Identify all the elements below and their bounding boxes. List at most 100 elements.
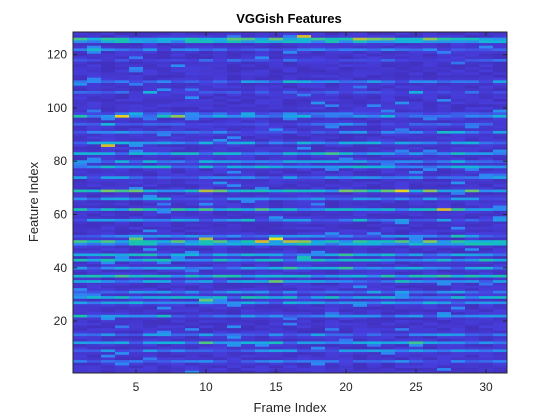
heatmap-cell	[437, 333, 452, 337]
heatmap-cell	[479, 194, 494, 198]
heatmap-cell	[171, 186, 186, 190]
heatmap-cell	[73, 32, 88, 36]
heatmap-cell	[479, 229, 494, 233]
heatmap-cell	[255, 159, 270, 163]
heatmap-cell	[143, 274, 158, 278]
heatmap-cell	[325, 125, 340, 129]
heatmap-cell	[311, 173, 326, 177]
heatmap-cell	[423, 231, 438, 235]
heatmap-cell	[199, 327, 214, 331]
heatmap-cell	[129, 117, 144, 121]
heatmap-cell	[129, 277, 144, 281]
heatmap-cell	[493, 301, 508, 305]
heatmap-cell	[367, 37, 382, 41]
heatmap-cell	[171, 231, 186, 235]
heatmap-cell	[283, 82, 298, 86]
heatmap-cell	[423, 247, 438, 251]
heatmap-cell	[451, 271, 466, 275]
heatmap-cell	[451, 370, 466, 374]
heatmap-cell	[129, 197, 144, 201]
heatmap-cell	[213, 45, 228, 49]
heatmap-cell	[171, 285, 186, 289]
heatmap-cell	[283, 103, 298, 107]
heatmap-cell	[171, 151, 186, 155]
heatmap-cell	[395, 282, 410, 286]
heatmap-cell	[101, 63, 116, 68]
heatmap-cell	[367, 42, 382, 46]
heatmap-cell	[269, 333, 284, 337]
heatmap-cell	[353, 53, 368, 57]
heatmap-cell	[255, 253, 270, 257]
heatmap-cell	[157, 39, 172, 44]
heatmap-cell	[339, 333, 354, 337]
heatmap-cell	[339, 119, 354, 123]
heatmap-cell	[199, 298, 214, 302]
heatmap-cell	[395, 205, 410, 209]
heatmap-cell	[115, 359, 130, 363]
heatmap-cell	[213, 117, 228, 121]
heatmap-cell	[479, 87, 494, 92]
heatmap-cell	[115, 82, 130, 86]
heatmap-cell	[227, 341, 242, 345]
heatmap-cell	[353, 261, 368, 265]
heatmap-cell	[157, 341, 172, 345]
heatmap-cell	[367, 82, 382, 86]
heatmap-cell	[255, 154, 270, 158]
heatmap-cell	[409, 170, 424, 174]
heatmap-cell	[465, 207, 480, 211]
heatmap-cell	[185, 87, 200, 92]
heatmap-cell	[325, 242, 340, 246]
heatmap-cell	[269, 301, 284, 305]
heatmap-cell	[465, 205, 480, 209]
heatmap-cell	[269, 138, 284, 142]
heatmap-cell	[479, 186, 494, 190]
heatmap-cell	[199, 247, 214, 251]
heatmap-cell	[157, 170, 172, 174]
heatmap-cell	[255, 42, 270, 46]
heatmap-cell	[157, 327, 172, 331]
heatmap-cell	[87, 170, 102, 174]
heatmap-cell	[101, 42, 116, 46]
heatmap-cell	[409, 95, 424, 99]
heatmap-cell	[241, 106, 256, 110]
heatmap-cell	[255, 130, 270, 134]
heatmap-cell	[423, 303, 438, 307]
heatmap-cell	[381, 119, 396, 123]
heatmap-cell	[157, 247, 172, 251]
heatmap-cell	[241, 159, 256, 163]
heatmap-cell	[339, 234, 354, 238]
heatmap-cell	[465, 285, 480, 289]
heatmap-cell	[199, 231, 214, 235]
heatmap-cell	[465, 119, 480, 123]
heatmap-cell	[423, 322, 438, 326]
heatmap-cell	[101, 317, 116, 321]
heatmap-cell	[451, 338, 466, 342]
heatmap-cell	[241, 149, 256, 153]
heatmap-cell	[395, 250, 410, 254]
heatmap-cell	[479, 149, 494, 153]
heatmap-cell	[143, 106, 158, 110]
heatmap-cell	[129, 71, 144, 76]
heatmap-cell	[381, 175, 396, 179]
heatmap-cell	[409, 39, 424, 44]
heatmap-cell	[199, 234, 214, 238]
heatmap-cell	[451, 298, 466, 302]
heatmap-cell	[213, 183, 228, 187]
heatmap-cell	[353, 242, 368, 246]
heatmap-cell	[395, 151, 410, 155]
y-tick-label: 120	[47, 48, 67, 62]
heatmap-cell	[129, 330, 144, 334]
heatmap-cell	[437, 306, 452, 310]
heatmap-cell	[381, 167, 396, 171]
heatmap-cell	[129, 74, 144, 78]
heatmap-cell	[493, 114, 508, 118]
heatmap-cell	[101, 117, 116, 121]
heatmap-cell	[465, 346, 480, 350]
heatmap-cell	[157, 357, 172, 361]
heatmap-cell	[311, 306, 326, 310]
heatmap-cell	[479, 109, 494, 113]
heatmap-cell	[213, 301, 228, 305]
heatmap-cell	[325, 189, 340, 193]
heatmap-cell	[129, 218, 144, 222]
heatmap-cell	[241, 293, 256, 297]
